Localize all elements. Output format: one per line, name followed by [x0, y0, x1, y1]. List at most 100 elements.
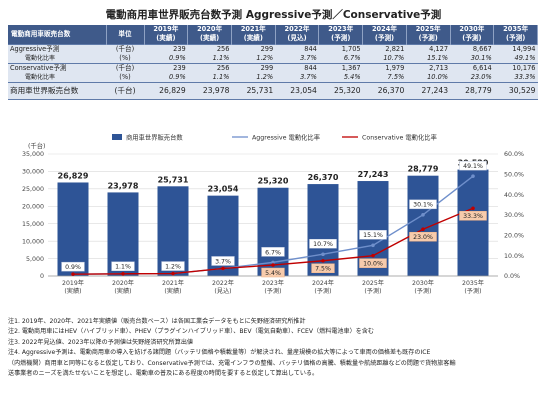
year-label: 2030年 [459, 25, 485, 34]
table-cell: 10.0% [406, 72, 451, 83]
conservative-data-label: 5.4% [265, 270, 281, 277]
bar-value-label: 28,779 [408, 165, 439, 174]
conservative-point [321, 258, 325, 263]
x-tick-label: 2021年 [162, 279, 184, 287]
table-cell: 14,994 [493, 43, 538, 54]
bar [157, 186, 189, 276]
conservative-point [121, 271, 125, 276]
table-header-year: 2035年 (予測) [493, 25, 538, 44]
year-label: 2025年 [415, 25, 441, 34]
bar-value-label: 25,320 [258, 177, 289, 186]
conservative-data-label-bg [409, 231, 437, 242]
x-tick-note: (見込) [214, 287, 231, 295]
table-header-year: 2021年 (実績) [231, 25, 276, 44]
conservative-label: Conservative予測 [8, 62, 106, 73]
aggressive-data-label: 6.7% [265, 249, 281, 256]
year-label: 2019年 [153, 25, 179, 34]
legend-label: 商用車世界販売台数 [126, 133, 183, 142]
y-left-tick-label: 20,000 [22, 203, 44, 210]
aggressive-data-label: 1.1% [115, 264, 131, 271]
year-label: 2035年 [503, 25, 529, 34]
year-label: 2024年 [371, 25, 397, 34]
table-cell: 0.9% [144, 72, 188, 83]
y-right-tick-label: 20.0% [504, 233, 524, 240]
conservative-point [421, 227, 425, 232]
x-tick-note: (予測) [414, 287, 431, 295]
year-note: (実績) [243, 34, 263, 43]
forecast-table: 電動商用車販売台数 単位 2019年 (実績) 2020年 (実績) 2021年 (実績)… [8, 25, 538, 100]
table-cell: 6.7% [318, 53, 363, 64]
bar-value-label: 26,829 [58, 171, 89, 180]
table-cell: 2,821 [362, 43, 407, 54]
conservative-ratio-unit: (%) [106, 72, 144, 83]
y-left-tick-label: 10,000 [22, 238, 44, 245]
table-cell: 30.1% [450, 53, 494, 64]
conservative-data-label-bg [261, 267, 285, 278]
aggressive-ratio-unit: (%) [106, 53, 144, 64]
table-cell: 1,367 [318, 62, 363, 73]
x-tick-note: (実績) [164, 287, 181, 295]
aggressive-data-label-bg [409, 199, 437, 210]
aggressive-unit: (千台) [106, 43, 144, 54]
bar-value-label: 25,731 [158, 175, 189, 184]
table-cell: 1.2% [231, 72, 276, 83]
year-label: 2020年 [197, 25, 223, 34]
conservative-point [171, 271, 175, 276]
aggressive-ratio-row: 電動化比率 (%) 0.9% 1.1% 1.2% 3.7% 6.7% 10.7% 15.1%… [8, 53, 538, 64]
table-header-unit: 単位 [106, 25, 145, 44]
aggressive-data-label: 15.1% [363, 232, 383, 239]
x-tick-label: 2023年 [262, 279, 284, 287]
table-header-year: 2022年 (見込) [275, 25, 320, 44]
aggressive-point [271, 260, 275, 265]
bar-value-label: 26,370 [308, 173, 339, 182]
table-cell: 299 [231, 62, 276, 73]
table-cell: 10.7% [362, 53, 407, 64]
table-cell: 26,829 [144, 81, 188, 100]
conservative-count-row: Conservative予測 (千台) 239 256 299 844 1,367 1,9… [8, 62, 538, 73]
table-cell: 1.1% [187, 53, 232, 64]
year-label: 2023年 [328, 25, 354, 34]
year-note: (予測) [506, 34, 526, 43]
y-right-tick-label: 10.0% [504, 253, 524, 260]
bar-value-label: 27,243 [358, 170, 389, 179]
table-header-row: 電動商用車販売台数 単位 2019年 (実績) 2020年 (実績) 2021年 (実績)… [8, 25, 538, 44]
table-cell: 4,127 [406, 43, 451, 54]
table-cell: 256 [187, 62, 232, 73]
table-cell: 1.1% [187, 72, 232, 83]
legend-label: Conservative 電動化比率 [362, 133, 437, 142]
table-cell: 844 [275, 43, 319, 54]
table-cell: 28,779 [450, 81, 494, 100]
y-right-tick-label: 40.0% [504, 192, 524, 199]
table-cell: 239 [144, 43, 188, 54]
bar-value-label: 23,978 [108, 181, 139, 190]
table-cell: 49.1% [493, 53, 538, 64]
x-tick-note: (予測) [264, 287, 281, 295]
table-cell: 1.2% [231, 53, 276, 64]
aggressive-label: Aggressive予測 [8, 43, 106, 54]
conservative-data-label-bg [359, 258, 387, 268]
aggressive-data-label: 1.2% [165, 263, 181, 270]
aggressive-data-label: 10.7% [313, 241, 333, 248]
aggressive-point [421, 212, 425, 217]
conservative-ratio-row: 電動化比率 (%) 0.9% 1.1% 1.2% 3.7% 5.4% 7.5% 10.0% 2… [8, 72, 538, 83]
bar [57, 182, 89, 276]
aggressive-data-label-bg [61, 261, 85, 272]
table-header-year: 2020年 (実績) [187, 25, 232, 44]
x-tick-label: 2019年 [62, 279, 84, 287]
total-sales-label: 商用車世界販売台数 [8, 81, 106, 100]
table-cell: 844 [275, 62, 319, 73]
table-cell: 25,320 [318, 81, 363, 100]
y-left-tick-label: 5,000 [26, 256, 44, 263]
table-cell: 23,978 [187, 81, 232, 100]
conservative-point [471, 206, 475, 211]
table-cell: 0.9% [144, 53, 188, 64]
aggressive-data-label: 3.7% [215, 258, 231, 265]
table-header-year: 2019年 (実績) [144, 25, 189, 44]
bar-value-label: 23,054 [208, 185, 239, 194]
table-cell: 8,667 [450, 43, 494, 54]
aggressive-data-label-bg [211, 256, 235, 266]
table-cell: 1,705 [318, 43, 363, 54]
table-cell: 7.5% [362, 72, 407, 83]
total-sales-row: 商用車世界販売台数 (千台) 26,829 23,978 25,731 23,054 2… [8, 81, 538, 100]
conservative-data-label: 23.0% [413, 234, 433, 241]
